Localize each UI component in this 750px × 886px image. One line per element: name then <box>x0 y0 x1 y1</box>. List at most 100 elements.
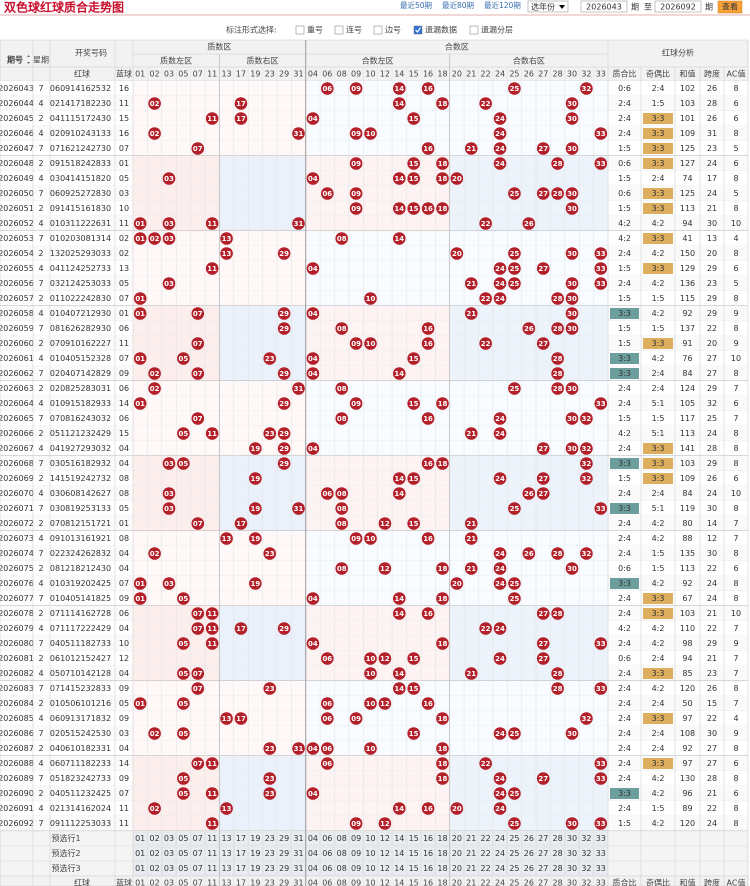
zone-cell <box>536 516 551 531</box>
analysis-value: 24 <box>707 159 717 168</box>
zone-cell <box>363 816 378 831</box>
red-ball-text: 27 <box>538 655 548 663</box>
preselect-number: 13 <box>221 834 231 843</box>
zone-cell <box>348 741 364 756</box>
red-ball-text: 07 <box>193 625 203 633</box>
zone-cell <box>478 366 493 381</box>
analysis-header: 红球分析 <box>662 48 694 58</box>
option-checkbox[interactable] <box>334 25 344 35</box>
zone-cell <box>204 276 220 291</box>
red-ball-text: 30 <box>567 115 577 123</box>
red-ball-text: 26 <box>524 325 534 333</box>
zone-cell <box>219 336 234 351</box>
analysis-value: 88 <box>682 534 692 543</box>
zone-cell <box>190 531 205 546</box>
zone-cell <box>233 456 249 471</box>
zone-cell <box>334 456 349 471</box>
zone-cell <box>363 276 378 291</box>
zone-cell <box>262 381 277 396</box>
red-number: 11 <box>70 219 80 228</box>
ratio: 2:4 <box>618 804 631 813</box>
red-ball <box>162 232 176 245</box>
option-checkbox[interactable] <box>413 25 423 35</box>
red-number: 33 <box>101 264 111 273</box>
option-checkbox[interactable] <box>469 25 479 35</box>
zone-cell <box>147 816 162 831</box>
preselect-number: 24 <box>495 849 505 858</box>
analysis-value: 8 <box>733 174 738 183</box>
zone-cell <box>348 171 364 186</box>
red-number: 09 <box>60 339 70 348</box>
red-number: 26 <box>81 549 91 558</box>
red-ball-text: 21 <box>466 670 476 678</box>
zone-cell <box>377 171 393 186</box>
zone-cell <box>492 201 508 216</box>
zone-cell <box>320 471 335 486</box>
footer-number: 07 <box>193 879 203 886</box>
zone-cell <box>320 396 335 411</box>
zone-cell <box>233 321 249 336</box>
zone-cell <box>478 576 493 591</box>
ratio: 4:2 <box>618 219 631 228</box>
zone-cell <box>420 621 436 636</box>
red-number: 15 <box>70 399 80 408</box>
zone-cell <box>406 621 421 636</box>
zone-cell <box>147 711 162 726</box>
red-number: 08 <box>60 414 70 423</box>
red-number: 23 <box>81 684 91 693</box>
red-number: 02 <box>50 384 60 393</box>
option-checkbox[interactable] <box>373 25 383 35</box>
zone-cell <box>262 96 277 111</box>
zone-cell <box>449 591 465 606</box>
zone-cell <box>262 591 277 606</box>
red-ball <box>536 472 550 485</box>
zone-cell <box>564 366 580 381</box>
red-number: 27 <box>91 264 101 273</box>
red-ball <box>522 547 536 560</box>
red-ball <box>321 487 334 500</box>
option-checkbox[interactable] <box>295 25 305 35</box>
view-button[interactable] <box>717 0 743 14</box>
preselect-number: 32 <box>581 864 591 873</box>
zone-cell <box>190 816 205 831</box>
zone-cell <box>536 171 551 186</box>
zone-cell <box>377 531 393 546</box>
zone-cell <box>579 381 594 396</box>
preselect-number: 31 <box>293 849 303 858</box>
analysis-value: 97 <box>682 759 692 768</box>
zone-cell <box>219 186 234 201</box>
zone-cell <box>305 231 321 246</box>
red-number: 03 <box>70 234 80 243</box>
from-input[interactable] <box>580 0 628 13</box>
issue: 2026054 <box>0 249 34 258</box>
analysis-value: 8 <box>733 459 738 468</box>
zone-cell <box>464 96 479 111</box>
red-number: 09 <box>50 204 60 213</box>
year-select[interactable] <box>527 0 569 13</box>
period-link[interactable]: 最近50期 <box>400 0 432 10</box>
ratio: 1:5 <box>618 819 631 828</box>
red-ball-text: 04 <box>308 310 318 318</box>
zone-cell <box>334 531 349 546</box>
red-ball-text: 26 <box>524 550 534 558</box>
zone-cell <box>363 636 378 651</box>
red-number: 22 <box>91 759 101 768</box>
red-number: 23 <box>91 354 101 363</box>
red-ball <box>436 397 449 410</box>
ratio: 4:2 <box>652 519 665 528</box>
period-link[interactable]: 最近80期 <box>442 0 474 10</box>
to-input[interactable] <box>654 0 702 13</box>
red-ball <box>349 532 363 545</box>
zone-cell <box>320 141 335 156</box>
zone-cell <box>233 816 249 831</box>
zone-cell <box>593 141 608 156</box>
red-number: 03 <box>50 279 60 288</box>
zone-cell <box>262 81 277 96</box>
red-number: 17 <box>70 99 80 108</box>
zone-cell <box>536 681 551 696</box>
period-link[interactable]: 最近120期 <box>484 0 521 10</box>
weekday: 7 <box>38 504 43 513</box>
zone-cell <box>550 96 565 111</box>
zone-cell <box>507 96 522 111</box>
zone-cell <box>233 486 249 501</box>
